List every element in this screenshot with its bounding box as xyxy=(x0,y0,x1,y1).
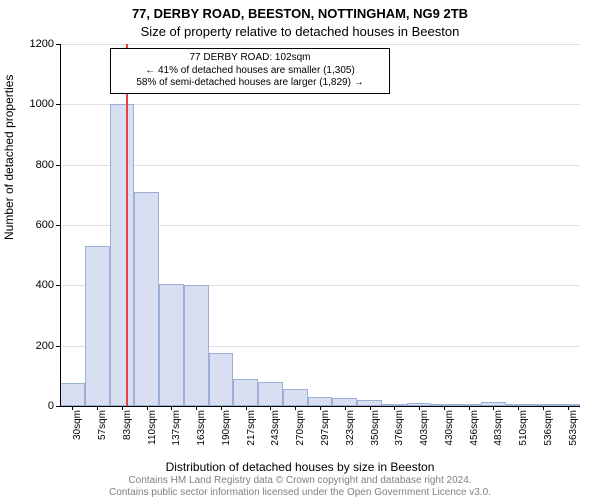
histogram-bar xyxy=(159,284,184,406)
grid-line xyxy=(60,165,580,166)
x-tick-label: 483sqm xyxy=(493,410,504,446)
x-tick-label: 403sqm xyxy=(419,410,430,446)
x-tick-label: 190sqm xyxy=(221,410,232,446)
histogram-bar xyxy=(134,192,159,406)
grid-line xyxy=(60,44,580,45)
x-tick-label: 57sqm xyxy=(97,410,108,440)
x-tick-label: 217sqm xyxy=(246,410,257,446)
reference-line xyxy=(126,44,128,406)
x-tick-label: 270sqm xyxy=(295,410,306,446)
histogram-bar xyxy=(308,397,333,406)
histogram-bar xyxy=(233,379,258,406)
x-tick-label: 83sqm xyxy=(122,410,133,440)
annotation-line: 77 DERBY ROAD: 102sqm xyxy=(117,52,383,65)
x-tick-label: 323sqm xyxy=(345,410,356,446)
x-tick-label: 297sqm xyxy=(320,410,331,446)
chart-title-sub: Size of property relative to detached ho… xyxy=(0,24,600,39)
histogram-bar xyxy=(184,285,209,406)
attribution-line-1: Contains HM Land Registry data © Crown c… xyxy=(128,475,471,486)
x-tick-label: 137sqm xyxy=(171,410,182,446)
x-tick-label: 163sqm xyxy=(196,410,207,446)
annotation-line: 58% of semi-detached houses are larger (… xyxy=(117,77,383,90)
plot-area: 02004006008001000120030sqm57sqm83sqm110s… xyxy=(60,44,580,406)
y-tick-label: 1200 xyxy=(30,38,54,50)
x-tick-label: 350sqm xyxy=(370,410,381,446)
attribution-line-2: Contains public sector information licen… xyxy=(109,487,491,498)
y-tick-label: 0 xyxy=(48,400,54,412)
x-tick-label: 430sqm xyxy=(444,410,455,446)
axis-spine-left xyxy=(60,44,61,406)
histogram-bar xyxy=(110,104,135,406)
y-axis-label: Number of detached properties xyxy=(2,75,16,240)
histogram-bar xyxy=(85,246,110,406)
x-tick-label: 536sqm xyxy=(543,410,554,446)
y-tick-label: 200 xyxy=(36,340,54,352)
y-tick-label: 1000 xyxy=(30,98,54,110)
y-tick-label: 600 xyxy=(36,219,54,231)
attribution-text: Contains HM Land Registry data © Crown c… xyxy=(0,475,600,498)
axis-spine-bottom xyxy=(60,406,580,407)
histogram-bar xyxy=(60,383,85,406)
x-tick-label: 456sqm xyxy=(469,410,480,446)
annotation-box: 77 DERBY ROAD: 102sqm← 41% of detached h… xyxy=(110,48,390,94)
histogram-bar xyxy=(283,389,308,406)
histogram-bar xyxy=(258,382,283,406)
annotation-line: ← 41% of detached houses are smaller (1,… xyxy=(117,65,383,78)
chart-title-main: 77, DERBY ROAD, BEESTON, NOTTINGHAM, NG9… xyxy=(0,6,600,21)
y-tick-label: 400 xyxy=(36,279,54,291)
histogram-bar xyxy=(209,353,234,406)
histogram-bar xyxy=(332,398,357,406)
x-tick-label: 243sqm xyxy=(270,410,281,446)
x-axis-label: Distribution of detached houses by size … xyxy=(0,460,600,474)
x-tick-label: 376sqm xyxy=(394,410,405,446)
y-tick-label: 800 xyxy=(36,159,54,171)
x-tick-label: 30sqm xyxy=(72,410,83,440)
grid-line xyxy=(60,104,580,105)
x-tick-label: 110sqm xyxy=(147,410,158,445)
x-tick-label: 563sqm xyxy=(568,410,579,446)
x-tick-label: 510sqm xyxy=(518,410,529,446)
